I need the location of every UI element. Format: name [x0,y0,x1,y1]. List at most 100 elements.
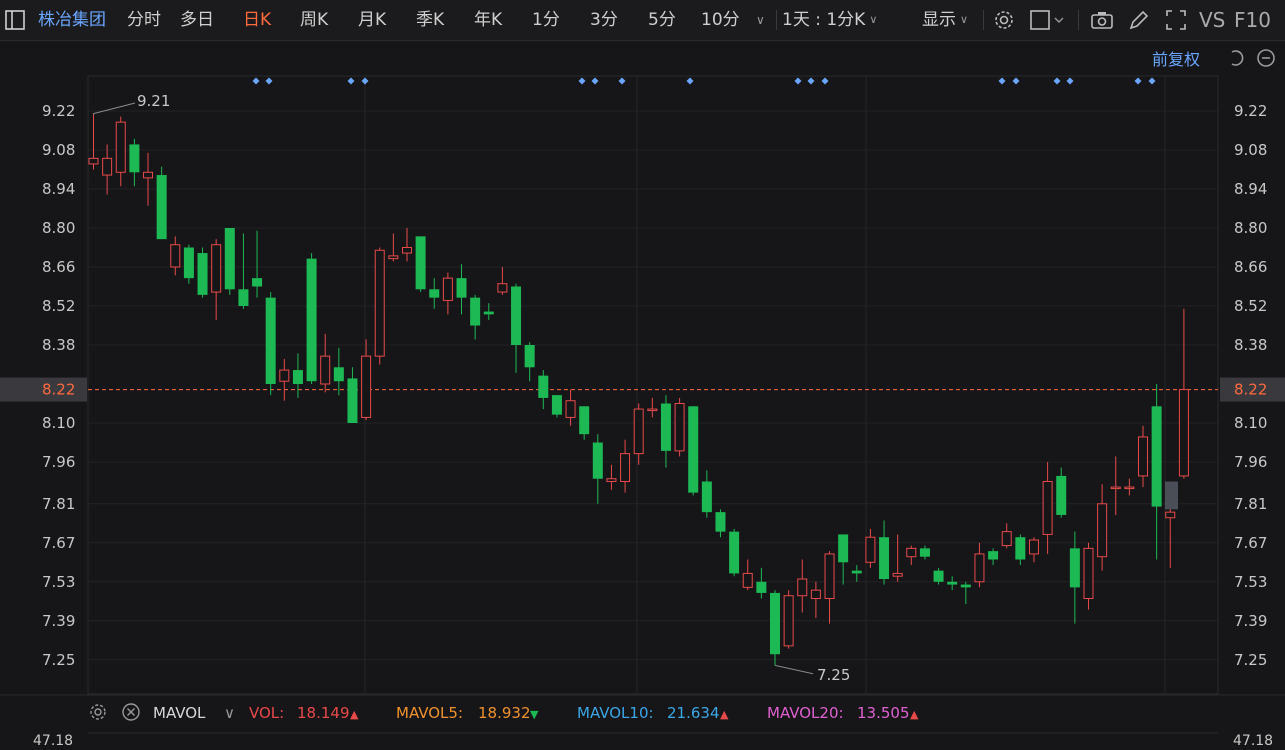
gear-icon[interactable] [992,8,1016,32]
signal-marker-icon[interactable] [1053,77,1061,85]
candle-body [1151,406,1162,507]
y-tick-right: 8.94 [1234,180,1267,198]
tab-period[interactable]: 月K [358,10,387,30]
y-tick-right: 8.52 [1234,297,1267,315]
tab-period[interactable]: 年K [474,10,503,30]
current-price-bg [0,377,87,402]
signal-marker-icon[interactable] [578,77,586,85]
candle-body [688,406,699,493]
close-icon[interactable] [121,702,145,726]
chevron-down-icon[interactable]: ∨ [224,704,235,722]
candle-body [347,378,358,423]
adjust-mode-button[interactable]: 前复权 [1152,50,1201,69]
signal-marker-icon[interactable] [591,77,599,85]
candle-body [1042,481,1053,535]
pencil-icon[interactable] [1127,8,1151,32]
signal-marker-icon[interactable] [1148,77,1156,85]
candle-body [947,581,958,585]
candle-body [729,531,740,574]
sidebar-toggle-icon[interactable] [4,8,28,32]
candle-body [551,395,562,415]
candle-body [470,297,481,326]
display-dropdown[interactable]: 显示 ∨ [922,0,968,40]
candle-body [906,547,917,558]
candle-body [647,408,658,412]
signal-marker-icon[interactable] [361,77,369,85]
volume-axis-right: 47.18 [1233,733,1274,749]
min-price-label: 7.25 [817,666,850,684]
candle-body [538,375,549,398]
tab-period[interactable]: 1分 [532,10,560,30]
indicator-name[interactable]: MAVOL [153,704,206,722]
fullscreen-icon[interactable] [1164,8,1188,32]
candle-body [156,175,167,240]
signal-marker-icon[interactable] [807,77,815,85]
layout-box-icon[interactable] [1030,8,1064,32]
signal-marker-icon[interactable] [794,77,802,85]
vs-button[interactable]: VS [1199,8,1226,32]
chevron-down-icon: ∨ [960,13,969,26]
min-label-leader [774,664,814,675]
candle-body [170,244,181,268]
candle-body [224,228,235,290]
candle-body [333,367,344,382]
candle-body [524,345,535,368]
candle-body [129,144,140,173]
y-tick-left: 7.39 [42,612,75,630]
signal-marker-icon[interactable] [998,77,1006,85]
undo-icon[interactable] [1226,48,1250,72]
signal-marker-icon[interactable] [252,77,260,85]
tab-period[interactable]: 日K [243,10,272,30]
tab-period[interactable]: 多日 [180,10,214,30]
candle-body [197,253,208,295]
candle-body [919,548,930,557]
candle-body [320,355,331,385]
tab-period[interactable]: 10分 [701,10,740,30]
signal-marker-icon[interactable] [821,77,829,85]
f10-button[interactable]: F10 [1234,8,1271,32]
candle-body [579,406,590,435]
candle-body [115,121,126,173]
tab-period[interactable]: 分时 [127,10,161,30]
stock-name[interactable]: 株冶集团 [38,10,106,30]
y-tick-left: 8.10 [42,414,75,432]
chevron-down-icon[interactable]: ∨ [756,13,765,27]
candle-body [851,570,862,574]
signal-marker-icon[interactable] [618,77,626,85]
signal-marker-icon[interactable] [1134,77,1142,85]
candle-body [88,157,99,165]
candle-body [633,408,644,455]
candle-body [1083,547,1094,600]
candle-body [810,589,821,600]
interval-select[interactable]: 1天 : 1分K ∨ [782,0,877,40]
toolbar-divider [776,10,777,30]
candle-body [401,247,412,254]
tab-period[interactable]: 周K [300,10,329,30]
zoom-out-icon[interactable] [1256,48,1280,72]
gear-icon[interactable] [88,702,112,726]
candle-body [429,289,440,298]
y-tick-left: 8.22 [42,381,75,399]
signal-marker-icon[interactable] [347,77,355,85]
y-tick-left: 7.81 [42,495,75,513]
max-label-leader [92,102,136,115]
candle-body [1165,511,1176,519]
tab-period[interactable]: 3分 [590,10,618,30]
candle-body [783,595,794,647]
y-tick-left: 8.52 [42,297,75,315]
signal-marker-icon[interactable] [1066,77,1074,85]
candle-body [211,244,222,293]
candle-body [892,572,903,577]
tab-period[interactable]: 季K [416,10,445,30]
y-tick-right: 8.22 [1234,381,1267,399]
candle-body [865,536,876,563]
candle-body [456,278,467,298]
tab-period[interactable]: 5分 [648,10,676,30]
candlestick-chart[interactable]: 9.22 9.22 9.08 9.08 8.94 8.94 8.80 8.80 8.66 8.66… [0,40,1285,750]
signal-marker-icon[interactable] [1012,77,1020,85]
signal-marker-icon[interactable] [686,77,694,85]
signal-marker-icon[interactable] [265,77,273,85]
toolbar-divider [1078,10,1079,30]
camera-icon[interactable] [1090,8,1114,32]
candle-body [143,171,154,179]
